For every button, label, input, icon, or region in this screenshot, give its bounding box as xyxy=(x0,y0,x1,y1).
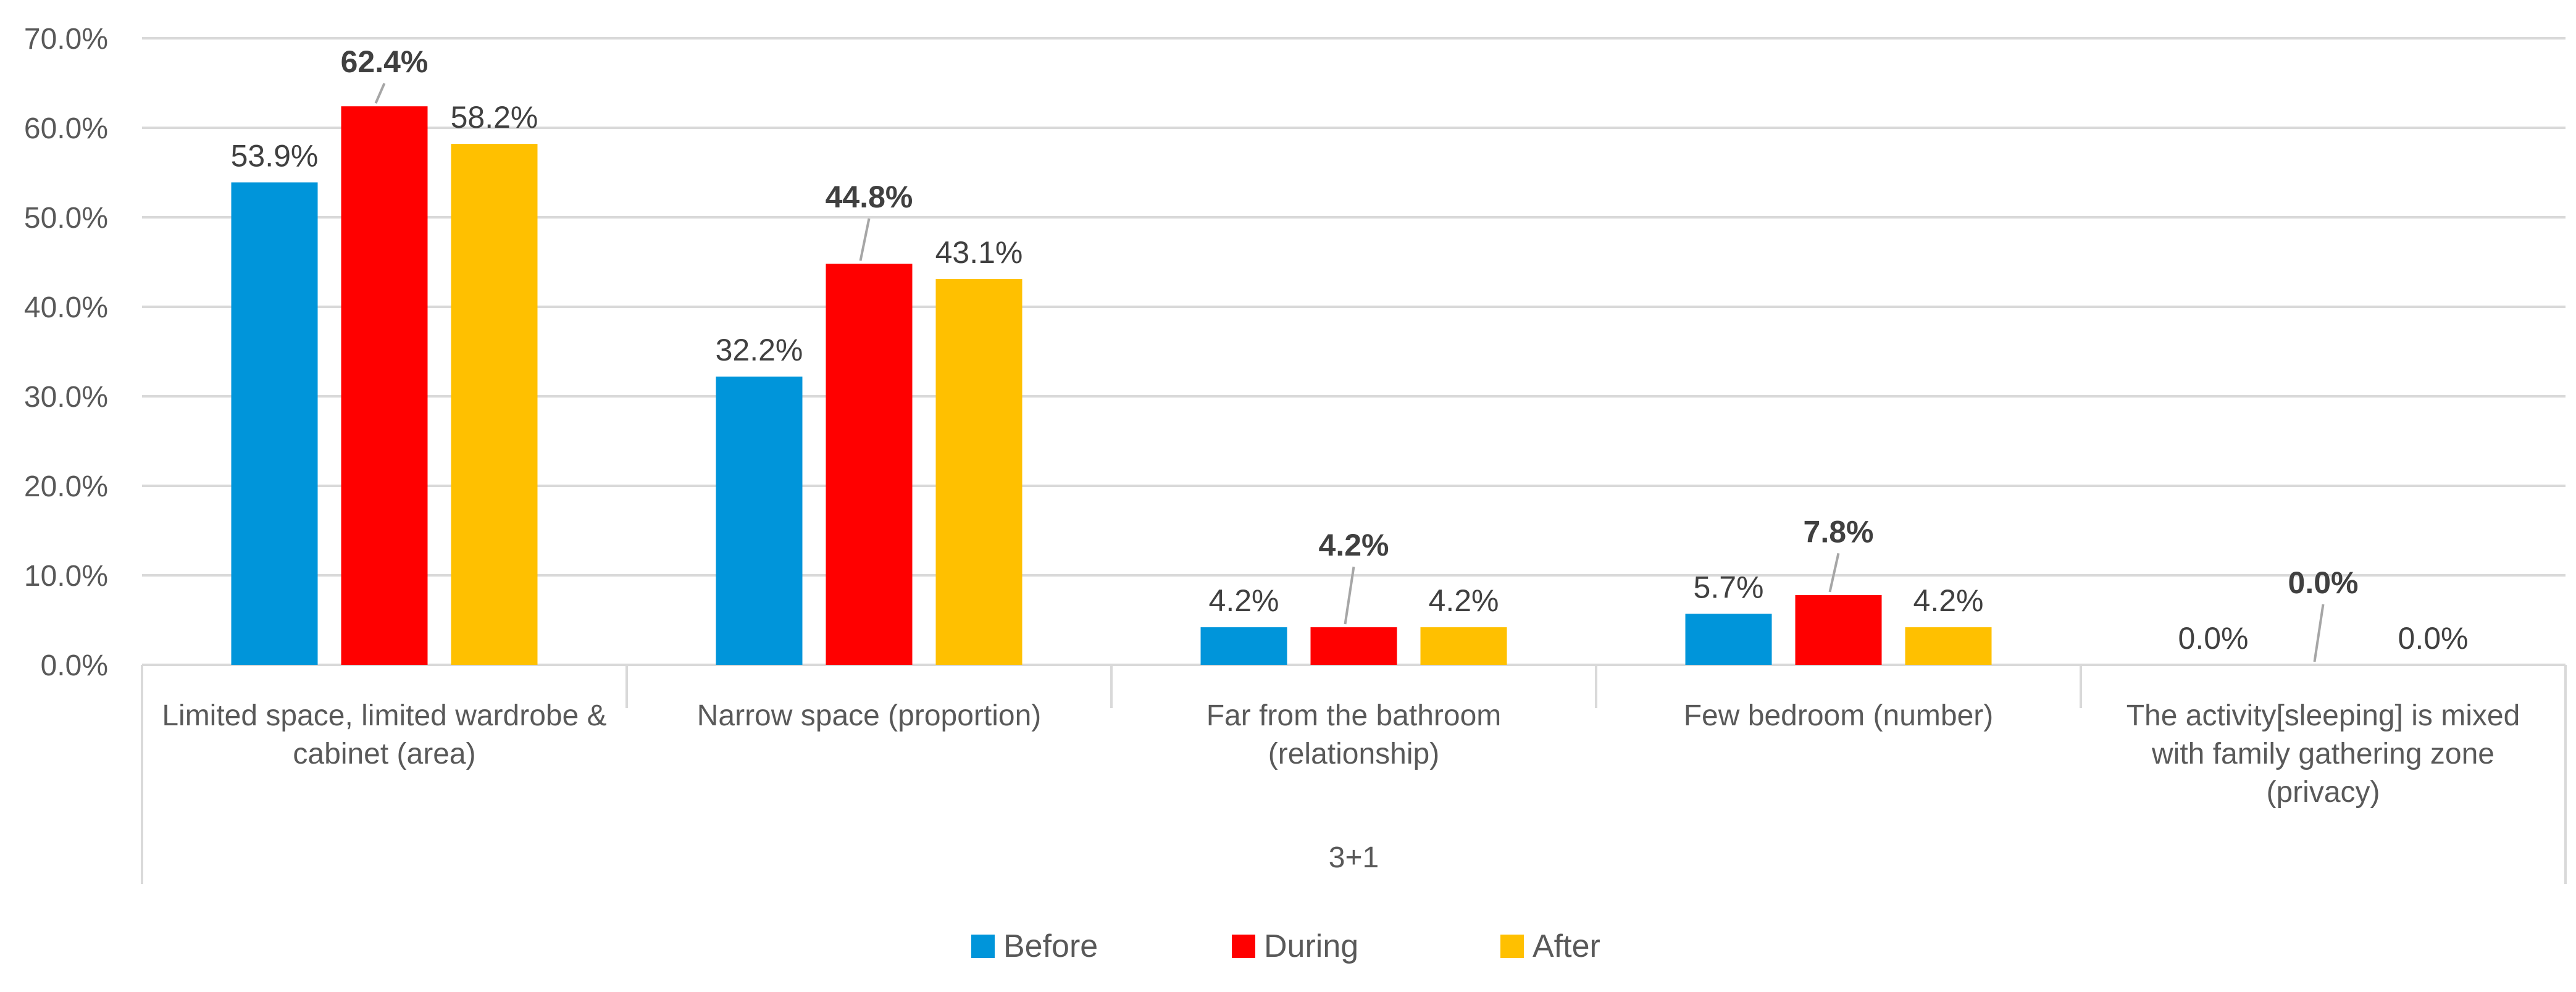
y-tick-label: 10.0% xyxy=(24,560,108,593)
group-label: 3+1 xyxy=(1329,841,1379,874)
data-label-before: 0.0% xyxy=(2178,621,2249,656)
data-label-during: 0.0% xyxy=(2288,565,2359,600)
legend-label-before: Before xyxy=(1003,928,1098,964)
y-tick-label: 50.0% xyxy=(24,202,108,235)
data-label-during: 4.2% xyxy=(1319,528,1389,562)
y-tick-label: 60.0% xyxy=(24,112,108,145)
data-label-during: 62.4% xyxy=(341,44,429,79)
data-label-after: 4.2% xyxy=(1913,583,1984,618)
bar-after xyxy=(451,144,538,665)
data-labels: 53.9% 62.4% 58.2% 32.2% 44.8% 43.1% 4.2% 4.2% 4.… xyxy=(231,44,2469,662)
bar-before xyxy=(716,377,803,665)
bar-after xyxy=(935,279,1022,665)
leader-line xyxy=(1828,552,1840,593)
y-tick-label: 30.0% xyxy=(24,381,108,414)
data-label-before: 32.2% xyxy=(716,333,803,367)
data-label-during: 7.8% xyxy=(1804,514,1874,549)
leader-line xyxy=(2313,604,2325,662)
legend-swatch-during xyxy=(1232,935,1255,958)
category-label: Limited space, limited wardrobe & xyxy=(162,699,606,732)
y-tick-label: 0.0% xyxy=(41,649,108,682)
category-label: Few bedroom (number) xyxy=(1684,699,1994,732)
category-label: Far from the bathroom xyxy=(1206,699,1502,732)
bar-during xyxy=(826,264,913,665)
y-tick-label: 70.0% xyxy=(24,23,108,56)
bar-after xyxy=(1420,627,1507,665)
legend: Before During After xyxy=(971,928,1600,964)
bar-before xyxy=(1685,614,1772,665)
data-label-before: 4.2% xyxy=(1209,583,1279,618)
category-label: cabinet (area) xyxy=(293,738,475,770)
y-axis: 0.0% 10.0% 20.0% 30.0% 40.0% 50.0% 60.0% 70.0% xyxy=(24,23,108,682)
data-label-before: 53.9% xyxy=(231,138,319,173)
bar-before xyxy=(1200,627,1287,665)
bars xyxy=(231,106,1992,665)
legend-swatch-after xyxy=(1500,935,1524,958)
y-tick-label: 40.0% xyxy=(24,291,108,324)
bar-after xyxy=(1905,627,1992,665)
x-axis: Limited space, limited wardrobe & cabinet… xyxy=(141,665,2567,884)
data-label-before: 5.7% xyxy=(1694,570,1764,604)
legend-label-during: During xyxy=(1264,928,1358,964)
category-label: (relationship) xyxy=(1268,738,1439,770)
data-label-after: 4.2% xyxy=(1429,583,1499,618)
category-label: The activity[sleeping] is mixed xyxy=(2126,699,2520,732)
y-tick-label: 20.0% xyxy=(24,470,108,503)
gridlines xyxy=(142,37,2566,666)
data-label-after: 43.1% xyxy=(935,235,1023,270)
bar-during xyxy=(1795,594,1882,665)
category-label: Narrow space (proportion) xyxy=(697,699,1042,732)
category-label: (privacy) xyxy=(2266,776,2380,809)
legend-label-after: After xyxy=(1533,928,1600,964)
data-label-after: 0.0% xyxy=(2398,621,2469,656)
leader-line xyxy=(374,83,386,104)
data-label-during: 44.8% xyxy=(826,180,913,214)
leader-line xyxy=(859,218,871,261)
bar-during xyxy=(1310,627,1397,665)
bar-during xyxy=(341,106,428,665)
bar-before xyxy=(231,182,318,665)
category-label: with family gathering zone xyxy=(2151,738,2494,770)
data-label-after: 58.2% xyxy=(451,100,538,135)
leader-line xyxy=(1344,566,1355,625)
legend-swatch-before xyxy=(971,935,995,958)
